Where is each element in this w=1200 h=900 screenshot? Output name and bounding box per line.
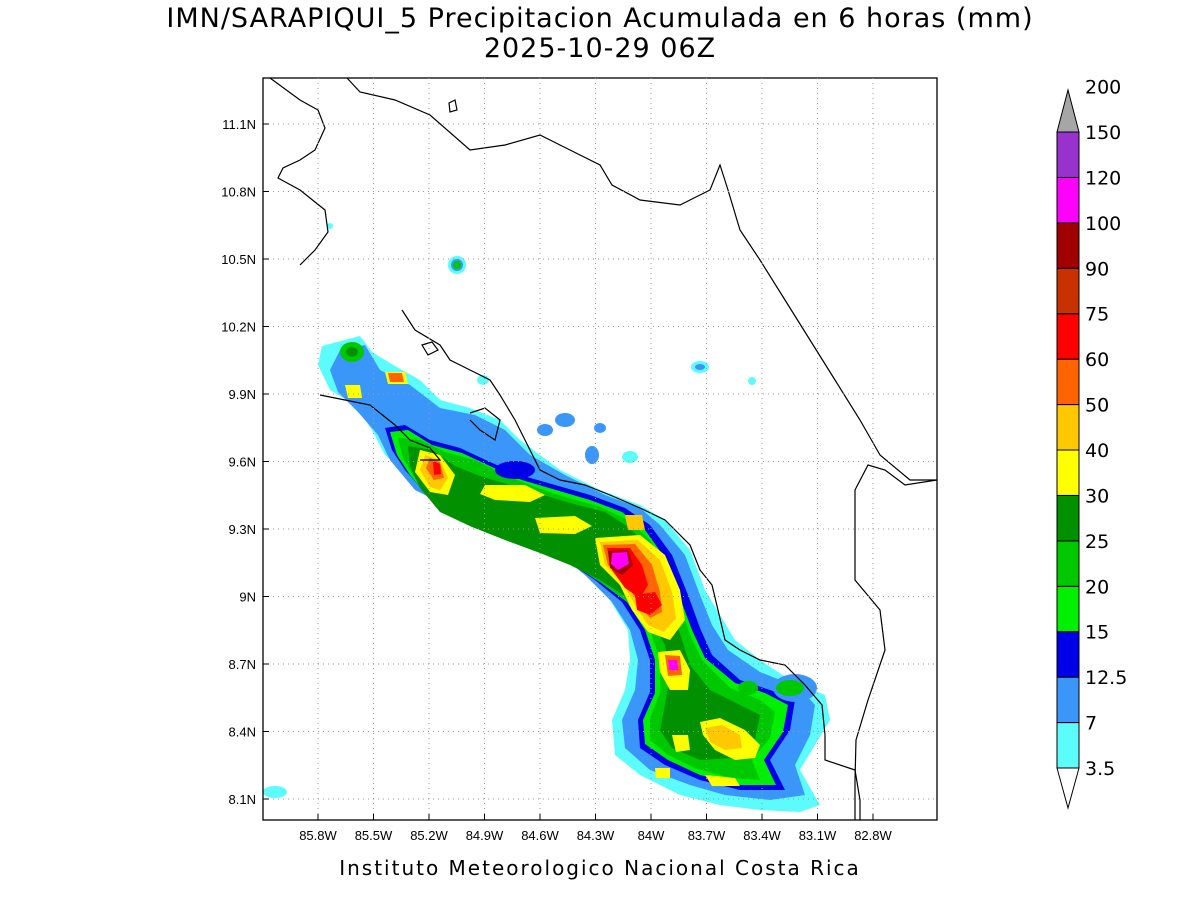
- chart-subtitle: 2025-10-29 06Z: [483, 33, 717, 64]
- y-tick-label: 10.2N: [221, 320, 256, 335]
- colorbar-box: [1056, 585, 1080, 633]
- colorbar-box: [1056, 313, 1080, 360]
- x-tick-label: 85.2W: [410, 828, 448, 843]
- colorbar-label: 12.5: [1085, 667, 1127, 689]
- colorbar-label: 25: [1085, 531, 1109, 553]
- colorbar-box: [1056, 494, 1080, 542]
- colorbar-label: 90: [1085, 258, 1109, 280]
- colorbar-box: [1056, 540, 1080, 587]
- gridlines: [263, 78, 937, 820]
- colorbar-label: 20: [1085, 576, 1109, 598]
- colorbar-box: [1056, 676, 1080, 724]
- y-tick-label: 9.9N: [229, 387, 256, 402]
- precipitation-field: [263, 223, 830, 812]
- colorbar-label: 7: [1085, 713, 1097, 735]
- colorbar-box: [1056, 131, 1080, 178]
- colorbar-label: 150: [1085, 122, 1121, 144]
- x-tick-label: 85.8W: [299, 828, 337, 843]
- y-tick-label: 8.1N: [229, 792, 256, 807]
- colorbar-label: 40: [1085, 440, 1109, 462]
- y-tick-label: 9N: [239, 590, 256, 605]
- axis-ticks: 85.8W 85.5W 85.2W 84.9W 84.6W 84.3W 84W 83.7W 83…: [221, 117, 892, 843]
- colorbar-box: [1056, 358, 1080, 406]
- colorbar-label: 3.5: [1085, 758, 1115, 780]
- y-tick-label: 11.1N: [222, 117, 256, 132]
- y-tick-label: 9.3N: [229, 522, 256, 537]
- colorbar-label: 60: [1085, 349, 1109, 371]
- y-tick-label: 10.5N: [221, 252, 256, 267]
- colorbar-label: 100: [1085, 213, 1121, 235]
- y-tick-label: 10.8N: [221, 185, 256, 200]
- x-tick-label: 84.6W: [521, 828, 559, 843]
- y-tick-label: 9.6N: [229, 455, 256, 470]
- map-frame: [262, 77, 938, 821]
- colorbar-label: 15: [1085, 622, 1109, 644]
- x-tick-label: 84.9W: [466, 828, 504, 843]
- colorbar-box: [1056, 222, 1080, 269]
- x-tick-label: 84.3W: [577, 828, 615, 843]
- y-tick-label: 8.7N: [229, 657, 256, 672]
- colorbar-box: [1056, 631, 1080, 678]
- x-tick-label: 84W: [638, 828, 665, 843]
- x-tick-label: 82.8W: [854, 828, 892, 843]
- colorbar-label: 75: [1085, 304, 1109, 326]
- colorbar-box: [1056, 722, 1080, 769]
- x-tick-label: 83.1W: [799, 828, 837, 843]
- colorbar-label: 120: [1085, 167, 1121, 189]
- colorbar-extend-low: [1056, 767, 1080, 810]
- colorbar: 3.5 7 12.5 15 20 25 30 40 50 60 75 90 100 120 150 200: [1056, 77, 1127, 810]
- colorbar-extend-high: [1056, 88, 1080, 133]
- footer-credit: Instituto Meteorologico Nacional Costa R…: [339, 856, 861, 880]
- colorbar-label: 50: [1085, 395, 1109, 417]
- colorbar-label: 200: [1085, 77, 1121, 99]
- chart-title: IMN/SARAPIQUI_5 Precipitacion Acumulada …: [166, 3, 1034, 34]
- colorbar-box: [1056, 404, 1080, 451]
- colorbar-label: 30: [1085, 485, 1109, 507]
- x-tick-label: 83.4W: [743, 828, 781, 843]
- colorbar-box: [1056, 267, 1080, 315]
- colorbar-box: [1056, 449, 1080, 496]
- y-tick-label: 8.4N: [229, 725, 256, 740]
- colorbar-box: [1056, 176, 1080, 224]
- x-tick-label: 83.7W: [688, 828, 726, 843]
- x-tick-label: 85.5W: [355, 828, 393, 843]
- coastline: [269, 78, 937, 820]
